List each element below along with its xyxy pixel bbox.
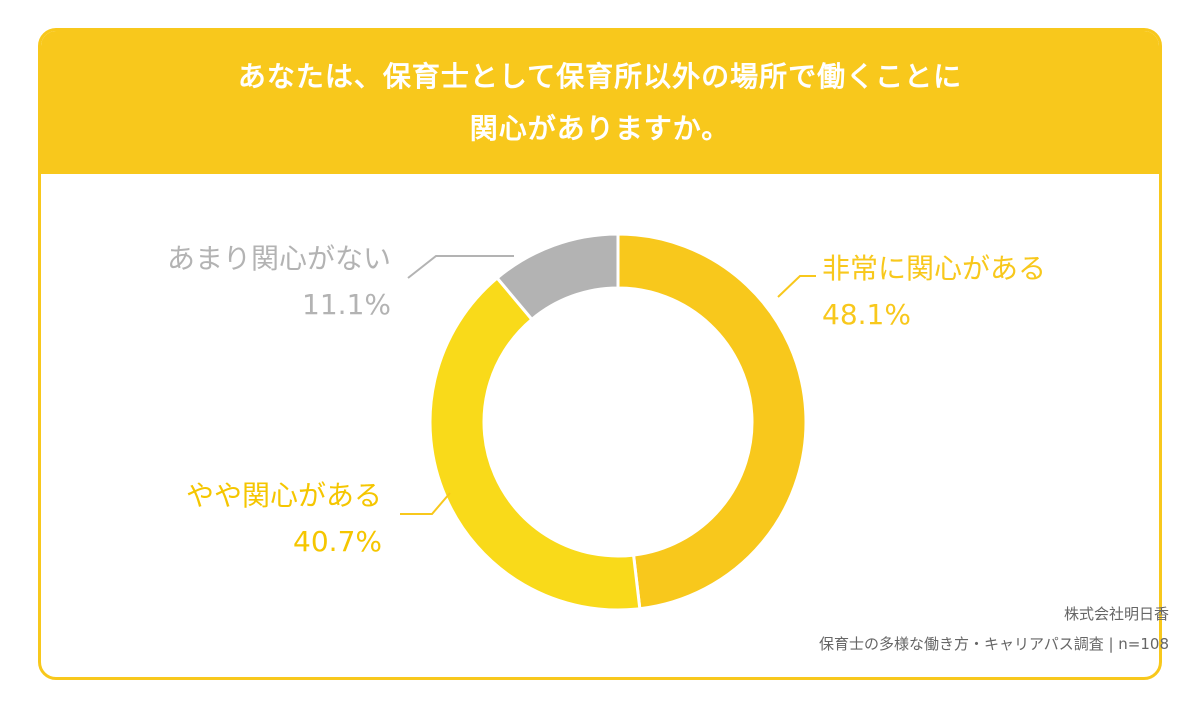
slice-label-some-interest: やや関心がある 40.7% (186, 473, 382, 565)
source-company: 株式会社明日香 (1063, 605, 1169, 623)
slice-label-low-interest: あまり関心がない 11.1% (167, 236, 391, 328)
slice-label-some-interest-name: やや関心がある (185, 479, 382, 512)
chart-title-line-1: あなたは、保育士として保育所以外の場所で働くことに (237, 59, 963, 93)
title-banner: あなたは、保育士として保育所以外の場所で働くことに 関心がありますか。 (41, 31, 1159, 174)
chart-title-line-2: 関心がありますか。 (469, 111, 731, 145)
slice-label-low-interest-value: 11.1% (302, 288, 391, 321)
slice-label-high-interest-value: 48.1% (822, 298, 911, 331)
donut-slice-low-interest (495, 232, 620, 322)
leader-line-high-interest (777, 275, 816, 298)
source-survey: 保育士の多様な働き方・キャリアパス調査 | n=108 (819, 635, 1169, 653)
donut-slice-high-interest (616, 232, 808, 611)
slice-label-some-interest-value: 40.7% (293, 525, 382, 558)
leader-line-some-interest (400, 492, 451, 515)
donut-slice-some-interest (428, 275, 642, 612)
leader-line-low-interest (407, 255, 514, 279)
slice-label-high-interest: 非常に関心がある 48.1% (822, 246, 1046, 338)
slice-label-low-interest-name: あまり関心がない (166, 242, 391, 275)
slice-label-high-interest-name: 非常に関心がある (822, 252, 1047, 285)
